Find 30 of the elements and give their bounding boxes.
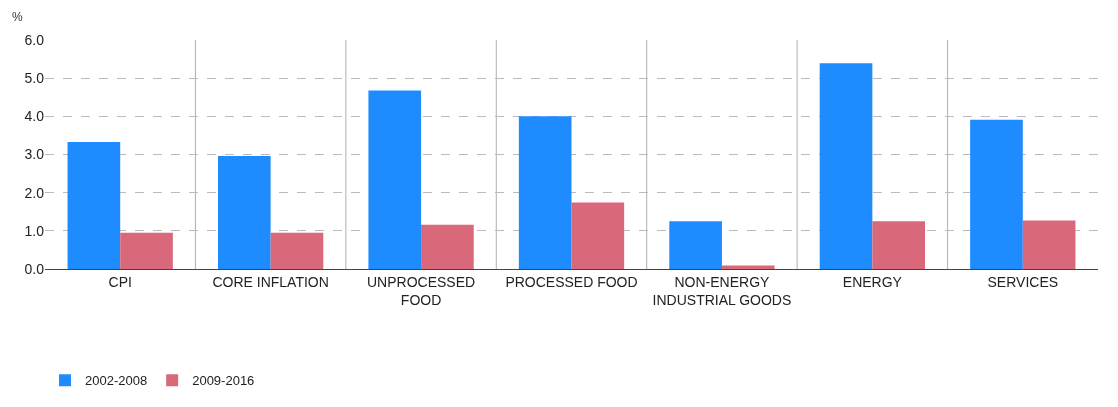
y-tick-label: 5.0 bbox=[24, 70, 45, 87]
x-tick-label: SERVICES bbox=[987, 273, 1059, 290]
y-axis-title: % bbox=[12, 10, 23, 24]
bar bbox=[571, 202, 625, 269]
y-tick-label: 3.0 bbox=[24, 146, 45, 163]
bar bbox=[421, 224, 474, 269]
bar bbox=[67, 141, 121, 269]
bar bbox=[368, 90, 422, 269]
bar bbox=[819, 63, 873, 269]
bar bbox=[1022, 220, 1076, 269]
bar bbox=[872, 221, 926, 269]
bar bbox=[970, 119, 1023, 269]
bar bbox=[120, 232, 173, 269]
x-tick-label: CPI bbox=[108, 273, 132, 290]
x-tick-label: ENERGY bbox=[842, 273, 903, 290]
bar bbox=[518, 116, 572, 269]
y-tick-label: 6.0 bbox=[24, 31, 45, 48]
bar bbox=[669, 221, 722, 269]
legend-label: 2002-2008 bbox=[85, 373, 148, 389]
x-tick-label: NON-ENERGY INDUSTRIAL GOODS bbox=[652, 273, 792, 308]
y-tick-label: 4.0 bbox=[24, 108, 45, 125]
legend-label: 2009-2016 bbox=[192, 373, 255, 389]
y-tick-label: 1.0 bbox=[24, 222, 45, 239]
x-tick-label: PROCESSED FOOD bbox=[505, 273, 638, 290]
x-tick-label: CORE INFLATION bbox=[212, 273, 329, 290]
bar bbox=[270, 232, 324, 269]
bar bbox=[217, 156, 271, 269]
y-tick-label: 2.0 bbox=[24, 184, 45, 201]
y-tick-label: 0.0 bbox=[24, 260, 45, 277]
x-tick-label: UNPROCESSED FOOD bbox=[367, 273, 476, 308]
